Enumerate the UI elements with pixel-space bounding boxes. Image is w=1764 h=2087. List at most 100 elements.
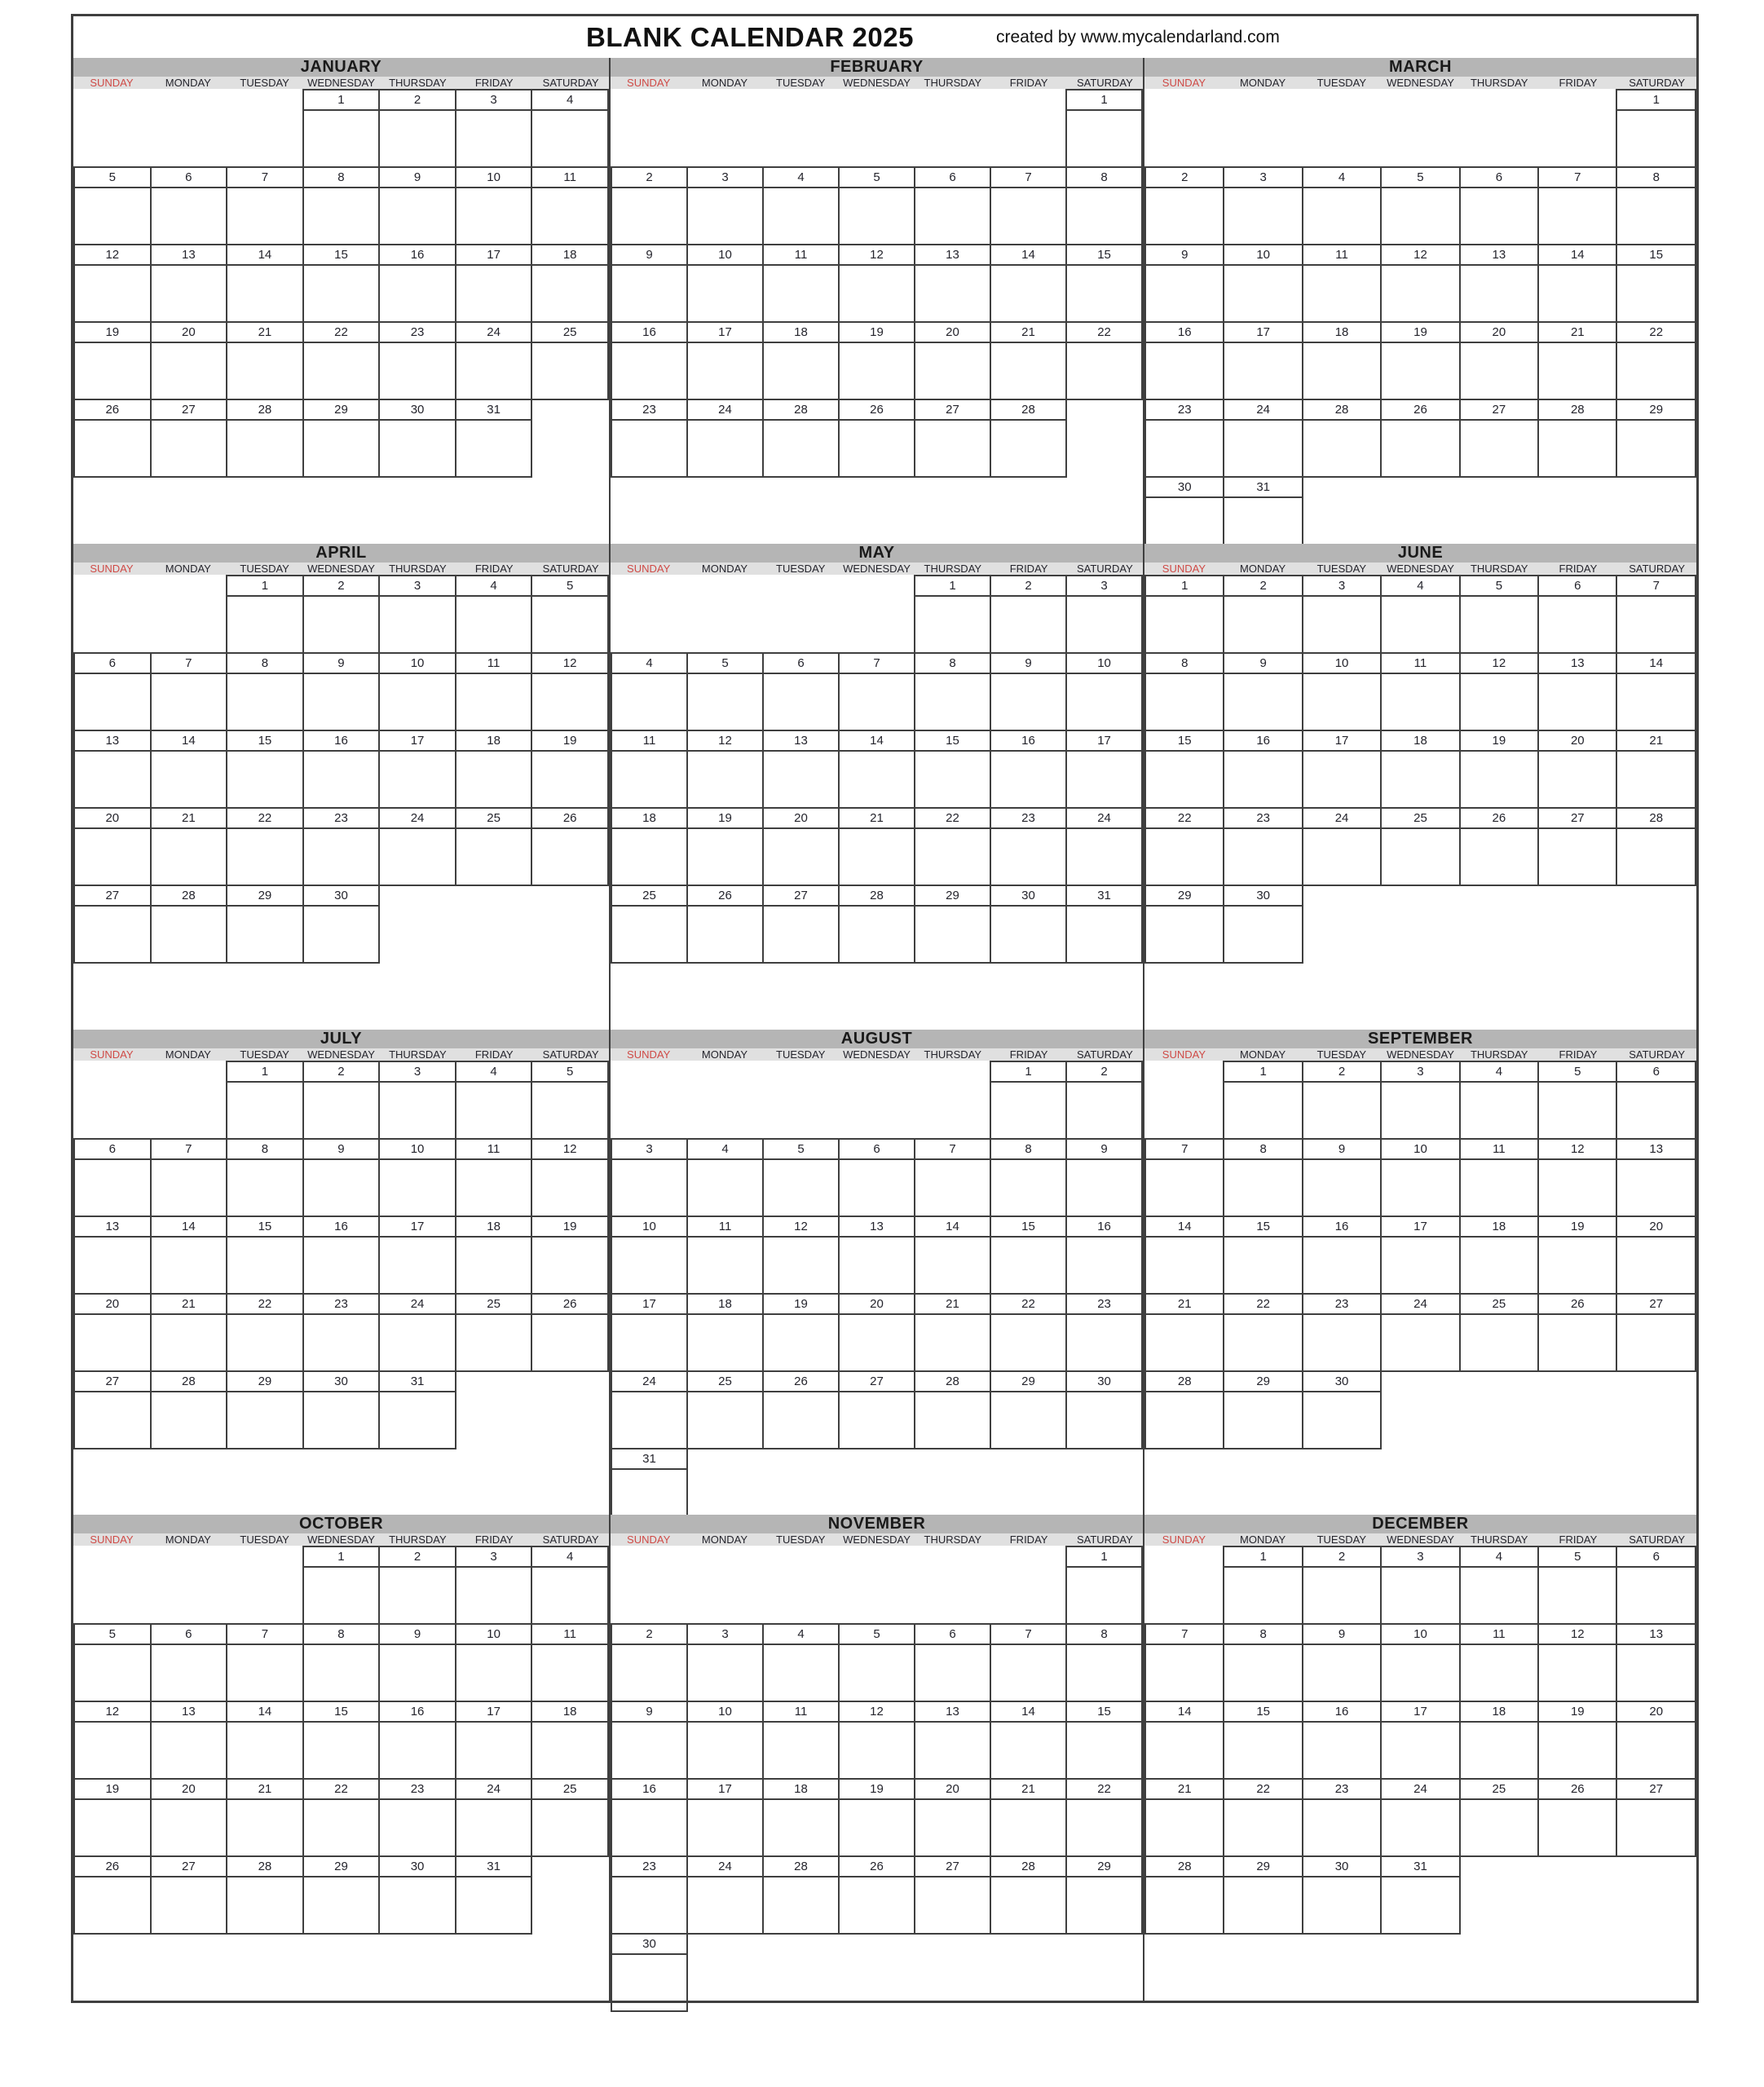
date-cell: 22 [226,806,304,829]
date-cell: 15 [302,1701,381,1723]
note-cell [1537,672,1618,731]
date-cell: 2 [1223,574,1303,597]
empty-cell [839,110,915,167]
empty-cell [1538,1371,1616,1392]
empty-cell [915,1061,990,1082]
day-header-tuesday: TUESDAY [1316,562,1367,575]
note-cell [1616,1235,1696,1295]
note-cell [1144,827,1225,886]
date-cell: 17 [686,321,765,343]
note-cell [1223,827,1303,886]
day-header-monday: MONDAY [701,1048,747,1061]
note-cell [302,594,381,654]
empty-cell [611,1546,687,1567]
date-cell: 3 [378,1060,456,1083]
note-cell [302,1721,381,1780]
date-cell: 3 [1065,574,1144,597]
date-cell: 14 [1144,1701,1225,1723]
date-cell: 23 [990,806,1068,829]
note-cell [149,1158,228,1217]
date-cell: 4 [1458,1546,1540,1569]
date-cell: 15 [226,729,304,752]
date-cell: 11 [454,1137,533,1160]
empty-cell [763,110,839,167]
date-cell: 2 [1144,166,1225,188]
date-cell: 2 [1301,1060,1383,1083]
date-cell: 13 [149,244,228,266]
day-header-thursday: THURSDAY [389,77,447,89]
day-header-saturday: SATURDAY [542,562,599,575]
note-cell [838,827,916,886]
note-cell [149,342,228,400]
note-cell [838,1390,916,1449]
month-panel-september: SEPTEMBER SUNDAY MONDAY TUESDAY WEDNESDAY THU… [1144,1029,1696,1516]
date-cell: 23 [1301,1292,1383,1315]
date-cell: 5 [838,166,916,188]
day-header-friday: FRIDAY [1559,1533,1598,1546]
day-header-saturday: SATURDAY [542,1048,599,1061]
empty-cell [74,1934,151,1953]
note-cell [990,904,1068,964]
date-cell: 17 [1380,1701,1461,1723]
date-cell: 24 [378,1292,456,1315]
date-cell: 7 [838,651,916,674]
note-cell [1380,1644,1461,1703]
empty-cell [151,1934,227,1953]
note-cell [1223,342,1303,400]
empty-cell [1303,90,1381,110]
note-cell [611,1235,689,1295]
date-cell: 16 [611,1778,689,1801]
date-cell: 14 [990,1701,1068,1723]
date-cell: 24 [1301,806,1383,829]
date-cell: 16 [302,1215,381,1238]
empty-cell [531,1449,608,1468]
empty-cell [151,576,227,596]
day-header-friday: FRIDAY [1009,1048,1048,1061]
day-header-saturday: SATURDAY [1629,77,1686,89]
note-cell [686,1876,765,1935]
date-cell: 9 [1144,244,1225,266]
note-cell [454,187,533,245]
date-cell: 7 [1537,166,1618,188]
note-cell [73,1798,152,1858]
month-title: SEPTEMBER [1144,1029,1696,1048]
date-cell: 27 [762,884,840,907]
note-cell [762,1235,840,1295]
day-header-row: SUNDAY MONDAY TUESDAY WEDNESDAY THURSDAY FRID… [611,562,1144,575]
empty-cell [1616,1371,1696,1392]
empty-cell [1303,1449,1381,1468]
day-header-wednesday: WEDNESDAY [307,562,375,575]
day-header-wednesday: WEDNESDAY [307,77,375,89]
note-cell [226,904,304,964]
note-cell [1537,1313,1618,1372]
note-cell [1537,827,1618,886]
note-cell [1380,1080,1461,1140]
note-cell [686,1721,765,1780]
date-cell: 10 [686,1701,765,1723]
note-cell [73,187,152,245]
empty-cell [763,576,839,596]
date-cell: 23 [1301,1778,1383,1801]
day-header-row: SUNDAY MONDAY TUESDAY WEDNESDAY THURSDAY FRID… [1144,1048,1696,1061]
date-cell: 24 [611,1370,689,1392]
date-cell: 7 [226,1623,304,1646]
date-cell: 28 [1144,1370,1225,1392]
date-cell: 17 [378,729,456,752]
date-cell: 29 [1065,1855,1144,1878]
empty-cell [915,1082,990,1139]
note-cell [378,109,456,168]
note-cell [531,1721,610,1780]
note-cell [73,1313,152,1372]
note-cell [454,109,533,168]
note-cell [378,1798,456,1858]
month-panel-december: DECEMBER SUNDAY MONDAY TUESDAY WEDNESDAY THUR… [1144,1515,1696,2001]
date-cell: 7 [1144,1623,1225,1646]
date-cell: 26 [838,399,916,421]
note-cell [1616,264,1696,323]
date-cell: 6 [1616,1546,1696,1569]
note-cell [1380,342,1461,400]
note-cell [73,1644,152,1703]
date-cell: 21 [1144,1292,1225,1315]
date-cell: 8 [1223,1623,1303,1646]
date-cell: 16 [1065,1215,1144,1238]
